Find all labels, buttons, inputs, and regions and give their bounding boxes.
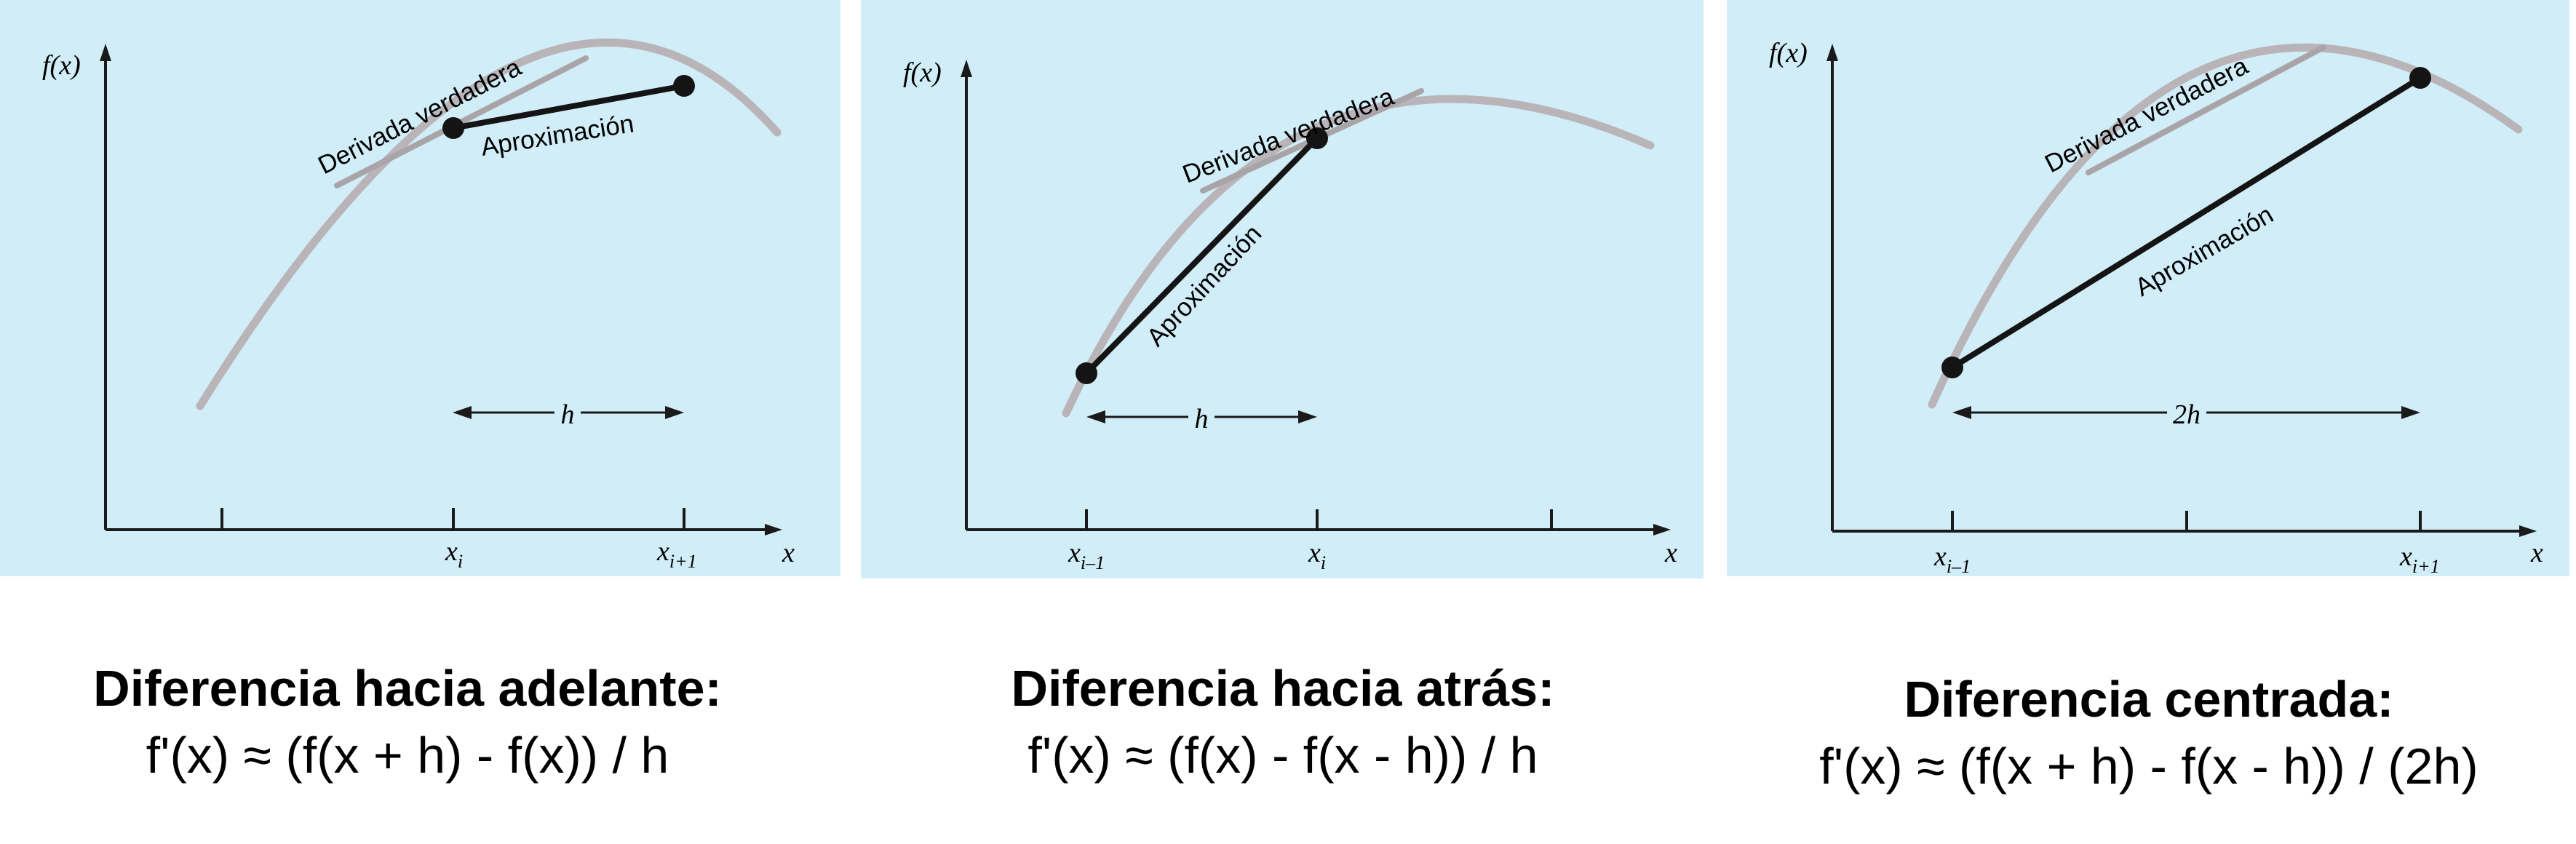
arrow-right-icon — [665, 406, 684, 419]
centered-difference-diagram: 2h f(x) x xi–1 xi+1 Derivada verdadera A… — [1727, 0, 2569, 577]
x-axis-arrow-icon — [2519, 525, 2537, 537]
panel-background — [0, 0, 840, 576]
point-xi-plus-1 — [673, 75, 695, 97]
x-axis-label: x — [782, 538, 795, 568]
caption-formula: f'(x) ≈ (f(x + h) - f(x - h)) / (2h) — [1819, 738, 2478, 795]
approximation-secant — [1084, 136, 1319, 375]
tick-label-xi-plus-1: xi+1 — [656, 536, 697, 572]
point-xi — [1306, 127, 1328, 149]
tick-label-sub: i+1 — [2412, 556, 2440, 577]
step-label-gap — [1188, 401, 1215, 433]
backward-difference-diagram: h f(x) x xi–1 xi Derivada verdadera Apro… — [861, 0, 1704, 578]
approximation-secant — [1950, 75, 2422, 370]
x-axis-label: x — [2530, 538, 2543, 568]
panel-background — [861, 0, 1704, 578]
caption-title: Diferencia hacia adelante: — [93, 660, 722, 717]
tick-label-base: x — [445, 536, 458, 567]
tick-label-sub: i–1 — [1081, 552, 1105, 573]
tick-label-sub: i+1 — [669, 551, 697, 572]
centered-difference-caption: Diferencia centrada: f'(x) ≈ (f(x + h) -… — [1727, 666, 2571, 800]
tick-label-xi: xi — [1308, 538, 1326, 573]
forward-difference-diagram: h f(x) x xi xi+1 Derivada verdadera Apro… — [0, 0, 840, 576]
arrow-left-icon — [453, 406, 472, 419]
arrow-left-icon — [1086, 410, 1105, 423]
step-label: h — [561, 399, 575, 430]
caption-title: Diferencia hacia atrás: — [1011, 660, 1555, 717]
step-label-gap — [2167, 397, 2206, 429]
arrow-right-icon — [1298, 410, 1317, 423]
y-axis-arrow-icon — [1826, 44, 1838, 61]
x-axis-arrow-icon — [765, 524, 782, 536]
forward-difference-caption: Diferencia hacia adelante: f'(x) ≈ (f(x … — [0, 655, 815, 789]
y-axis-label: f(x) — [1769, 38, 1808, 68]
backward-difference-panel: h f(x) x xi–1 xi Derivada verdadera Apro… — [861, 0, 1705, 582]
tick-label-base: x — [1933, 541, 1947, 572]
tick-label-sub: i — [1321, 552, 1326, 573]
x-axis-arrow-icon — [1653, 524, 1671, 536]
tick-label-base: x — [1068, 538, 1081, 568]
function-curve — [196, 39, 782, 410]
tick-label-xi-minus-1: xi–1 — [1933, 541, 1971, 577]
arrow-left-icon — [1952, 406, 1971, 419]
tick-label-sub: i — [458, 551, 463, 572]
point-xi-minus-1 — [1941, 357, 1963, 378]
panel-background — [1727, 0, 2569, 576]
backward-difference-caption: Diferencia hacia atrás: f'(x) ≈ (f(x) - … — [861, 655, 1705, 789]
x-axis-label: x — [1664, 538, 1677, 568]
caption-formula: f'(x) ≈ (f(x) - f(x - h)) / h — [1027, 727, 1538, 784]
tick-label-xi-minus-1: xi–1 — [1068, 538, 1105, 573]
approximation-secant — [453, 83, 685, 131]
tick-label-base: x — [1308, 538, 1321, 568]
arrow-right-icon — [2401, 406, 2420, 419]
centered-difference-panel: 2h f(x) x xi–1 xi+1 Derivada verdadera A… — [1727, 0, 2571, 582]
step-label: h — [1195, 404, 1209, 434]
tick-label-base: x — [656, 536, 669, 567]
point-xi — [442, 117, 464, 139]
tick-label-sub: i–1 — [1947, 556, 1971, 577]
caption-formula: f'(x) ≈ (f(x + h) - f(x)) / h — [146, 727, 669, 784]
step-label: 2h — [2173, 399, 2201, 430]
forward-difference-panel: h f(x) x xi xi+1 Derivada verdadera Apro… — [0, 0, 844, 582]
tick-label-xi: xi — [445, 536, 463, 572]
tick-label-xi-plus-1: xi+1 — [2399, 541, 2440, 577]
y-axis-label: f(x) — [903, 57, 942, 88]
y-axis-label: f(x) — [42, 50, 81, 81]
tick-label-base: x — [2399, 541, 2412, 572]
y-axis-arrow-icon — [100, 44, 111, 61]
true-derivative-tangent — [2086, 44, 2326, 175]
point-xi-minus-1 — [1076, 362, 1097, 384]
point-xi-plus-1 — [2409, 67, 2431, 89]
step-label-gap — [554, 397, 581, 429]
caption-title: Diferencia centrada: — [1904, 671, 2394, 728]
y-axis-arrow-icon — [961, 60, 972, 77]
